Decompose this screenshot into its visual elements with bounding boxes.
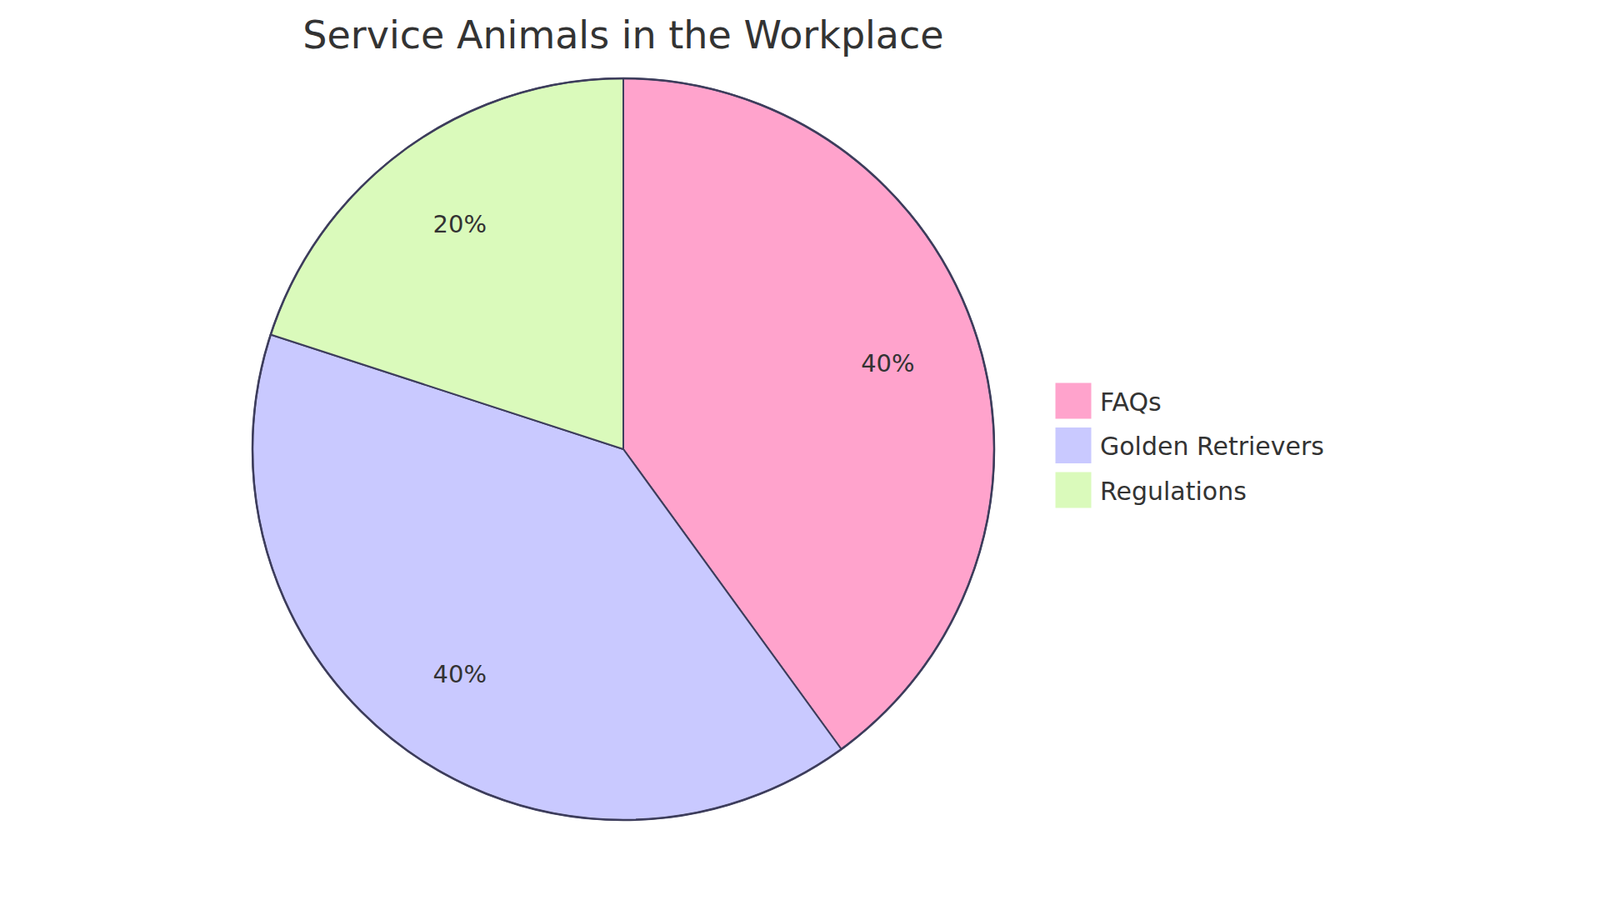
legend-label: FAQs — [1100, 387, 1162, 417]
data-label: 20% — [433, 210, 487, 239]
legend-swatch — [1055, 382, 1092, 420]
legend-label: Regulations — [1100, 476, 1247, 506]
pie-border — [252, 78, 995, 820]
pie-slice — [270, 78, 624, 450]
data-label: 40% — [860, 349, 915, 378]
slices — [252, 78, 995, 820]
chart-title: Service Animals in the Workplace — [302, 12, 944, 58]
legend-swatch — [1055, 427, 1092, 465]
legend-swatch — [1055, 471, 1092, 509]
legend-label: Golden Retrievers — [1100, 431, 1325, 461]
legend: FAQs Golden Retrievers Regulations — [1055, 382, 1325, 509]
data-label: 40% — [433, 660, 487, 689]
chart: Service Animals in the Workplace 40% 40% 20… — [0, 0, 1600, 900]
